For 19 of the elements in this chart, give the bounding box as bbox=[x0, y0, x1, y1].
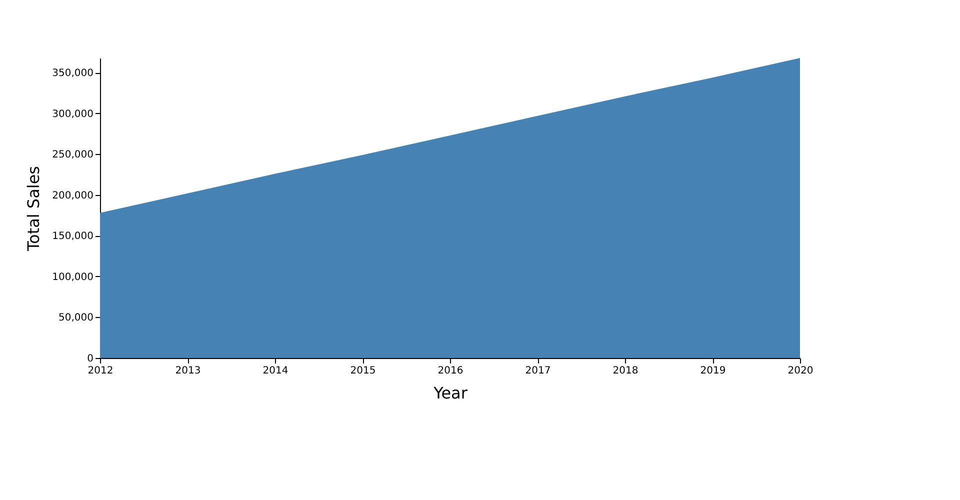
y-tick-label: 250,000 bbox=[52, 150, 94, 161]
x-tick-label: 2016 bbox=[438, 366, 464, 376]
y-axis-title: Total Sales bbox=[24, 166, 44, 252]
x-tick-label: 2017 bbox=[525, 366, 551, 376]
y-tick-label: 350,000 bbox=[52, 68, 94, 80]
y-tick-label: 100,000 bbox=[52, 272, 94, 283]
x-tick-label: 2019 bbox=[700, 366, 726, 376]
y-tick-label: 150,000 bbox=[52, 231, 94, 242]
x-tick-label: 2013 bbox=[175, 366, 201, 376]
y-tick-label: 50,000 bbox=[58, 312, 94, 324]
x-axis-title: Year bbox=[432, 384, 468, 402]
x-tick-label: 2015 bbox=[350, 366, 376, 376]
y-tick-label: 200,000 bbox=[52, 190, 94, 202]
x-tick-label: 2018 bbox=[612, 366, 638, 376]
x-tick-label: 2020 bbox=[788, 366, 814, 376]
y-tick-label: 300,000 bbox=[52, 108, 94, 120]
x-tick-label: 2014 bbox=[262, 366, 288, 376]
y-tick-label: 0 bbox=[87, 354, 94, 364]
x-tick-label: 2012 bbox=[88, 366, 114, 376]
